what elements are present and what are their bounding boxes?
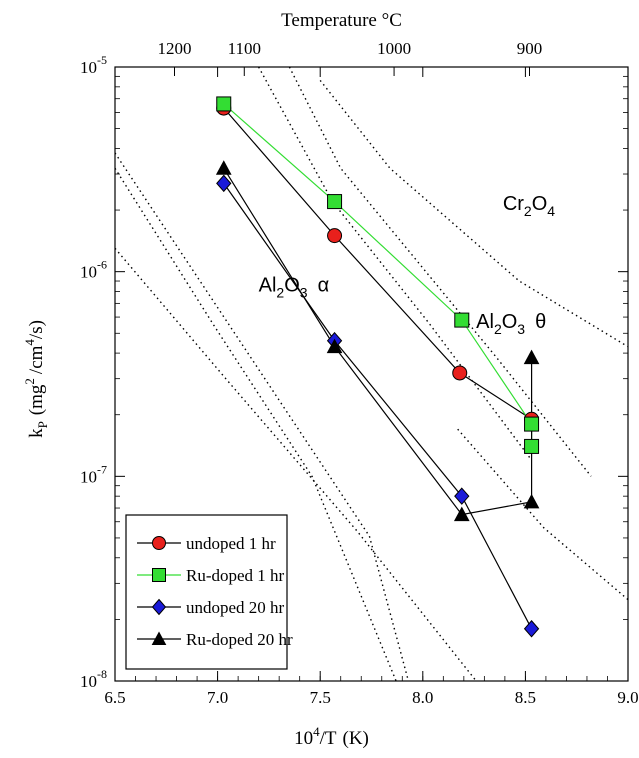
data-markers xyxy=(215,96,540,638)
region-label-2: Al2O3 θ xyxy=(476,311,546,337)
x-tick-label: 7.0 xyxy=(207,688,228,707)
region-label-1: Al2O3 α xyxy=(259,275,330,301)
y-axis-title-post: (mg xyxy=(26,384,47,415)
point-ru-doped-1-hr-1 xyxy=(216,96,232,112)
x-axis-title-sup: 4 xyxy=(313,724,320,739)
x-tick-label: 9.0 xyxy=(617,688,638,707)
x-axis-title-pre: 10 xyxy=(294,728,313,749)
reference-line-6 xyxy=(319,79,629,348)
axis-tick-labels: 6.5 7.0 7.5 8.0 8.5 9.0 1200 1100 1000 900 10-8 10-… xyxy=(80,39,639,707)
y-axis-title-end: /s) xyxy=(26,320,47,339)
legend-marker-undoped-20-hr xyxy=(151,598,167,616)
top-tick-label: 1100 xyxy=(228,39,261,58)
top-axis-title: Temperature °C xyxy=(281,10,402,31)
point-undoped-1-hr-3 xyxy=(452,365,468,381)
y-tick-label: 10-7 xyxy=(80,462,107,486)
point-undoped-1-hr-2 xyxy=(327,228,343,244)
x-tick-label: 8.0 xyxy=(412,688,433,707)
reference-lines xyxy=(114,66,629,682)
top-tick-label: 900 xyxy=(517,39,543,58)
series-line-undoped-20-hr xyxy=(223,183,533,630)
legend: undoped 1 hr Ru-doped 1 hr undoped 20 hr Ru… xyxy=(125,514,293,670)
legend-label-ru-doped-1-hr: Ru-doped 1 hr xyxy=(186,566,285,585)
series-line-undoped-1-hr xyxy=(223,107,532,420)
x-axis-title: 104/T (K) xyxy=(294,724,369,749)
point-undoped-20-hr-1 xyxy=(216,174,232,193)
y-axis-title-sup2: 4 xyxy=(22,339,37,346)
reference-line-2 xyxy=(114,167,397,682)
point-undoped-20-hr-4 xyxy=(523,619,540,638)
y-axis-title-pre: k xyxy=(26,428,47,438)
legend-marker-undoped-1-hr xyxy=(152,536,166,550)
point-ru-doped-1-hr-4 xyxy=(524,416,540,432)
point-ru-doped-1-hr-3 xyxy=(454,312,470,328)
legend-label-ru-doped-20-hr: Ru-doped 20 hr xyxy=(186,630,293,649)
reference-line-3 xyxy=(114,247,477,682)
x-tick-label: 6.5 xyxy=(104,688,125,707)
point-ru-doped-1-hr-2 xyxy=(327,194,343,210)
point-ru-doped-20-hr-3 xyxy=(453,506,470,522)
point-ru-doped-20-hr-4 xyxy=(523,493,540,509)
axis-ticks xyxy=(114,66,629,682)
top-tick-label: 1200 xyxy=(158,39,192,58)
legend-marker-ru-doped-1-hr xyxy=(152,568,166,582)
legend-marker-ru-doped-20-hr xyxy=(151,631,167,645)
top-tick-label: 1000 xyxy=(377,39,411,58)
point-ru-doped-1-hr-5 xyxy=(524,438,540,454)
y-axis-title-sub: P xyxy=(35,421,50,428)
y-axis-title-mid: /cm xyxy=(26,345,47,374)
y-tick-label: 10-6 xyxy=(80,258,107,282)
x-axis-title-post: /T xyxy=(320,728,337,749)
legend-label-undoped-20-hr: undoped 20 hr xyxy=(186,598,285,617)
point-ru-doped-20-hr-1 xyxy=(215,160,232,175)
legend-label-undoped-1-hr: undoped 1 hr xyxy=(186,534,276,553)
y-tick-label: 10-5 xyxy=(80,53,107,77)
y-tick-label: 10-8 xyxy=(80,667,107,691)
y-axis-title: kP (mg2/cm4/s) xyxy=(22,320,50,438)
plot-frame xyxy=(114,66,629,682)
point-ru-doped-20-hr-5 xyxy=(523,349,540,365)
point-ru-doped-20-hr-2 xyxy=(326,338,343,354)
region-annotations: Al2O3 α Al2O3 θ Cr2O4 xyxy=(259,193,556,337)
y-axis-title-sup1: 2 xyxy=(22,378,37,385)
x-axis-title-unit: (K) xyxy=(343,728,369,749)
series-line-ru-doped-20-hr xyxy=(223,167,533,516)
x-tick-label: 8.5 xyxy=(515,688,536,707)
reference-line-4 xyxy=(257,66,533,461)
point-undoped-20-hr-3 xyxy=(454,487,470,505)
reference-line-5 xyxy=(288,66,592,477)
x-tick-label: 7.5 xyxy=(310,688,331,707)
reference-line-7 xyxy=(457,428,629,601)
region-label-3: Cr2O4 xyxy=(503,193,555,219)
